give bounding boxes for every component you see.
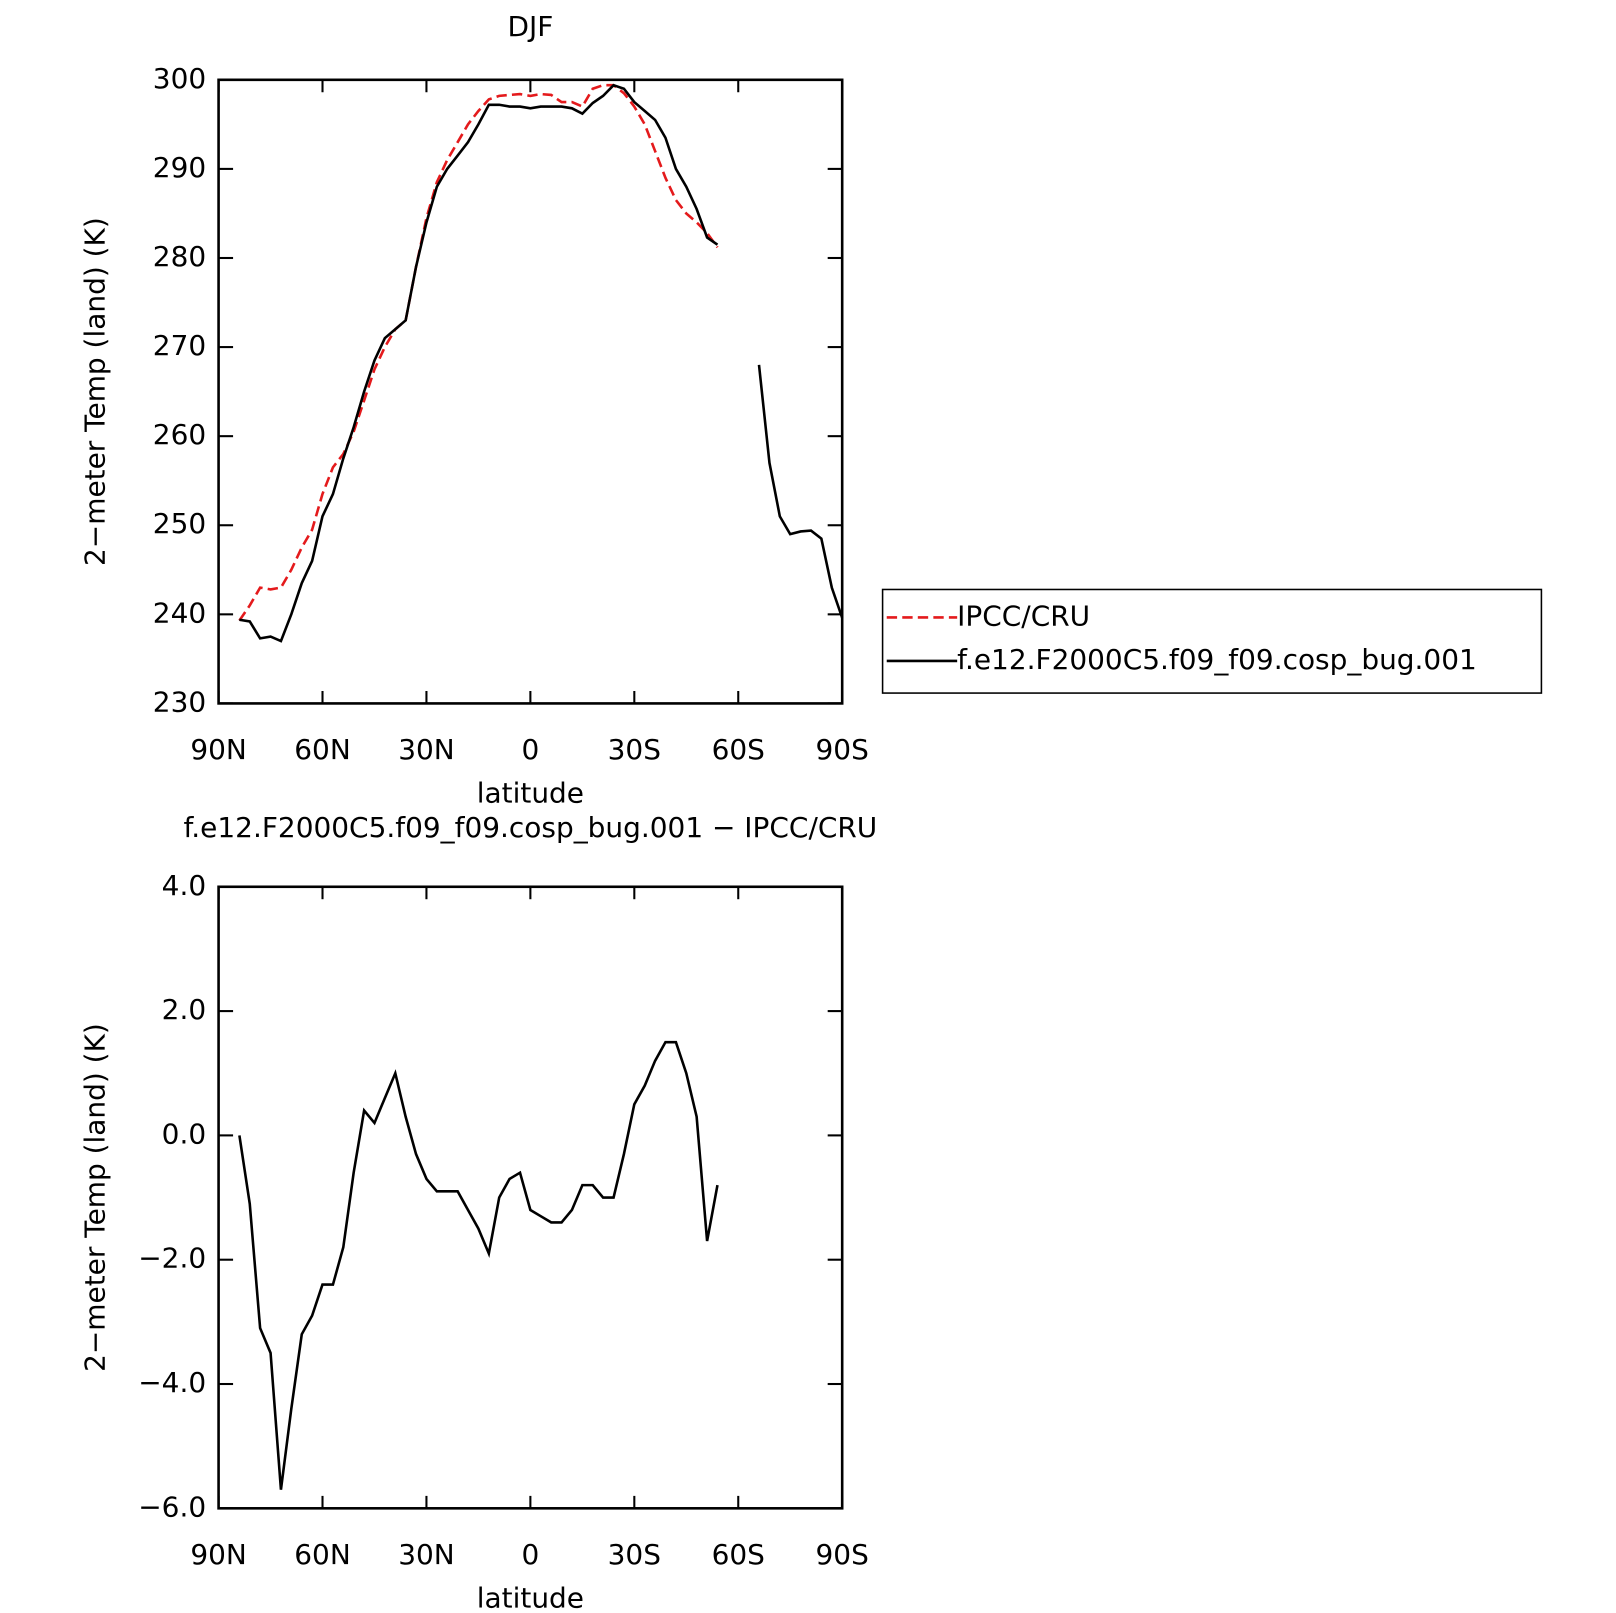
x-tick-label: 60N [294, 733, 350, 766]
x-tick-label: 0 [521, 1538, 539, 1571]
plot-frame [217, 885, 844, 1510]
series-line [238, 1040, 719, 1490]
x-tick-label: 60S [712, 733, 765, 766]
x-tick-label: 60N [294, 1538, 350, 1571]
x-tick-label: 60S [712, 1538, 765, 1571]
y-tick-label: −4.0 [138, 1366, 206, 1399]
series-line [239, 83, 844, 643]
legend-box [881, 588, 1543, 694]
y-tick-label: −6.0 [138, 1490, 206, 1523]
y-axis-label: 2−meter Temp (land) (K) [78, 217, 111, 566]
x-tick-label: 90S [816, 1538, 869, 1571]
legend-label: f.e12.F2000C5.f09_f09.cosp_bug.001 [957, 643, 1477, 676]
x-tick-label: 30N [398, 733, 454, 766]
legend-label: IPCC/CRU [957, 599, 1090, 632]
y-tick-label: 240 [153, 596, 206, 629]
x-tick-label: 0 [521, 733, 539, 766]
y-tick-label: 290 [153, 151, 206, 184]
y-tick-label: 230 [153, 685, 206, 718]
y-tick-label: 270 [153, 329, 206, 362]
y-tick-label: 250 [153, 507, 206, 540]
y-tick-label: 4.0 [162, 869, 206, 902]
x-axis-label: latitude [477, 777, 584, 810]
y-axis-label: 2−meter Temp (land) (K) [78, 1023, 111, 1372]
chart-title: DJF [507, 10, 553, 43]
y-tick-label: −2.0 [138, 1242, 206, 1275]
x-axis-label: latitude [477, 1581, 584, 1613]
x-tick-label: 30N [398, 1538, 454, 1571]
plot-frame [217, 78, 844, 705]
chart-title: f.e12.F2000C5.f09_f09.cosp_bug.001 − IPC… [183, 811, 877, 844]
y-tick-label: 280 [153, 240, 206, 273]
x-tick-label: 90S [816, 733, 869, 766]
series-line [238, 83, 719, 622]
y-tick-label: 0.0 [162, 1117, 206, 1150]
y-tick-label: 260 [153, 418, 206, 451]
x-tick-label: 90N [190, 1538, 246, 1571]
x-tick-label: 30S [608, 1538, 661, 1571]
x-tick-label: 90N [190, 733, 246, 766]
y-tick-label: 2.0 [162, 993, 206, 1026]
x-tick-label: 30S [608, 733, 661, 766]
y-tick-label: 300 [153, 62, 206, 95]
